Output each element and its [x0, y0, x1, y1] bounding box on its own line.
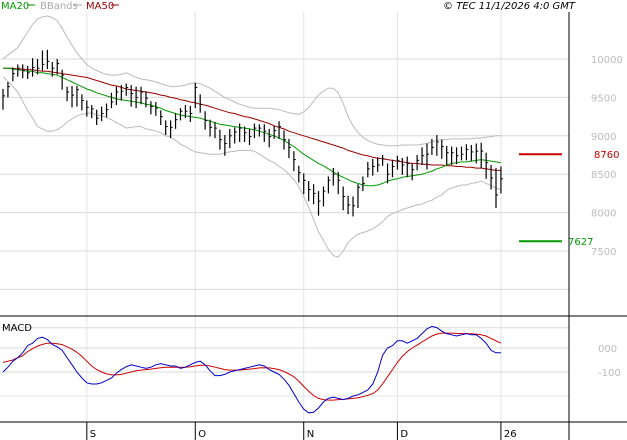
- price-tick-label: 9000: [591, 132, 616, 143]
- ma20-line: [3, 67, 501, 187]
- time-tick-label: N: [307, 429, 314, 440]
- price-tick-label: 8500: [591, 170, 616, 181]
- legend: MA20 BBands MA50: [1, 1, 119, 12]
- macd-signal-line: [2, 332, 502, 401]
- bollinger-lower-line: [2, 76, 502, 258]
- macd-title: MACD: [2, 323, 32, 334]
- time-tick-label: D: [400, 429, 408, 440]
- price-panel: 8760 7627: [2, 15, 619, 258]
- price-tick-label: 9500: [591, 93, 616, 104]
- time-tick-label: S: [90, 429, 96, 440]
- ma50-line: [3, 67, 501, 171]
- price-tick-label: 10000: [591, 55, 623, 66]
- bollinger-upper-line: [2, 15, 501, 147]
- legend-ma20-label: MA20: [1, 1, 29, 12]
- axes: 7500 8000 8500 9000 9500 10000 S O N D 26 000 -100: [0, 12, 627, 440]
- legend-ma50-label: MA50: [86, 1, 114, 12]
- macd-panel: MACD: [2, 323, 502, 414]
- price-level-label: 8760: [594, 150, 619, 161]
- macd-tick-label: -100: [598, 368, 621, 379]
- macd-tick-label: 000: [598, 344, 617, 355]
- time-tick-label: O: [198, 429, 206, 440]
- macd-line: [2, 325, 501, 414]
- price-level-label: 7627: [568, 237, 593, 248]
- copyright-timestamp: © TEC 11/1/2026 4:0 GMT: [443, 1, 576, 12]
- legend-bbands-label: BBands: [40, 1, 78, 12]
- time-tick-label: 26: [504, 429, 517, 440]
- price-tick-label: 8000: [591, 209, 616, 220]
- price-tick-label: 7500: [591, 247, 616, 258]
